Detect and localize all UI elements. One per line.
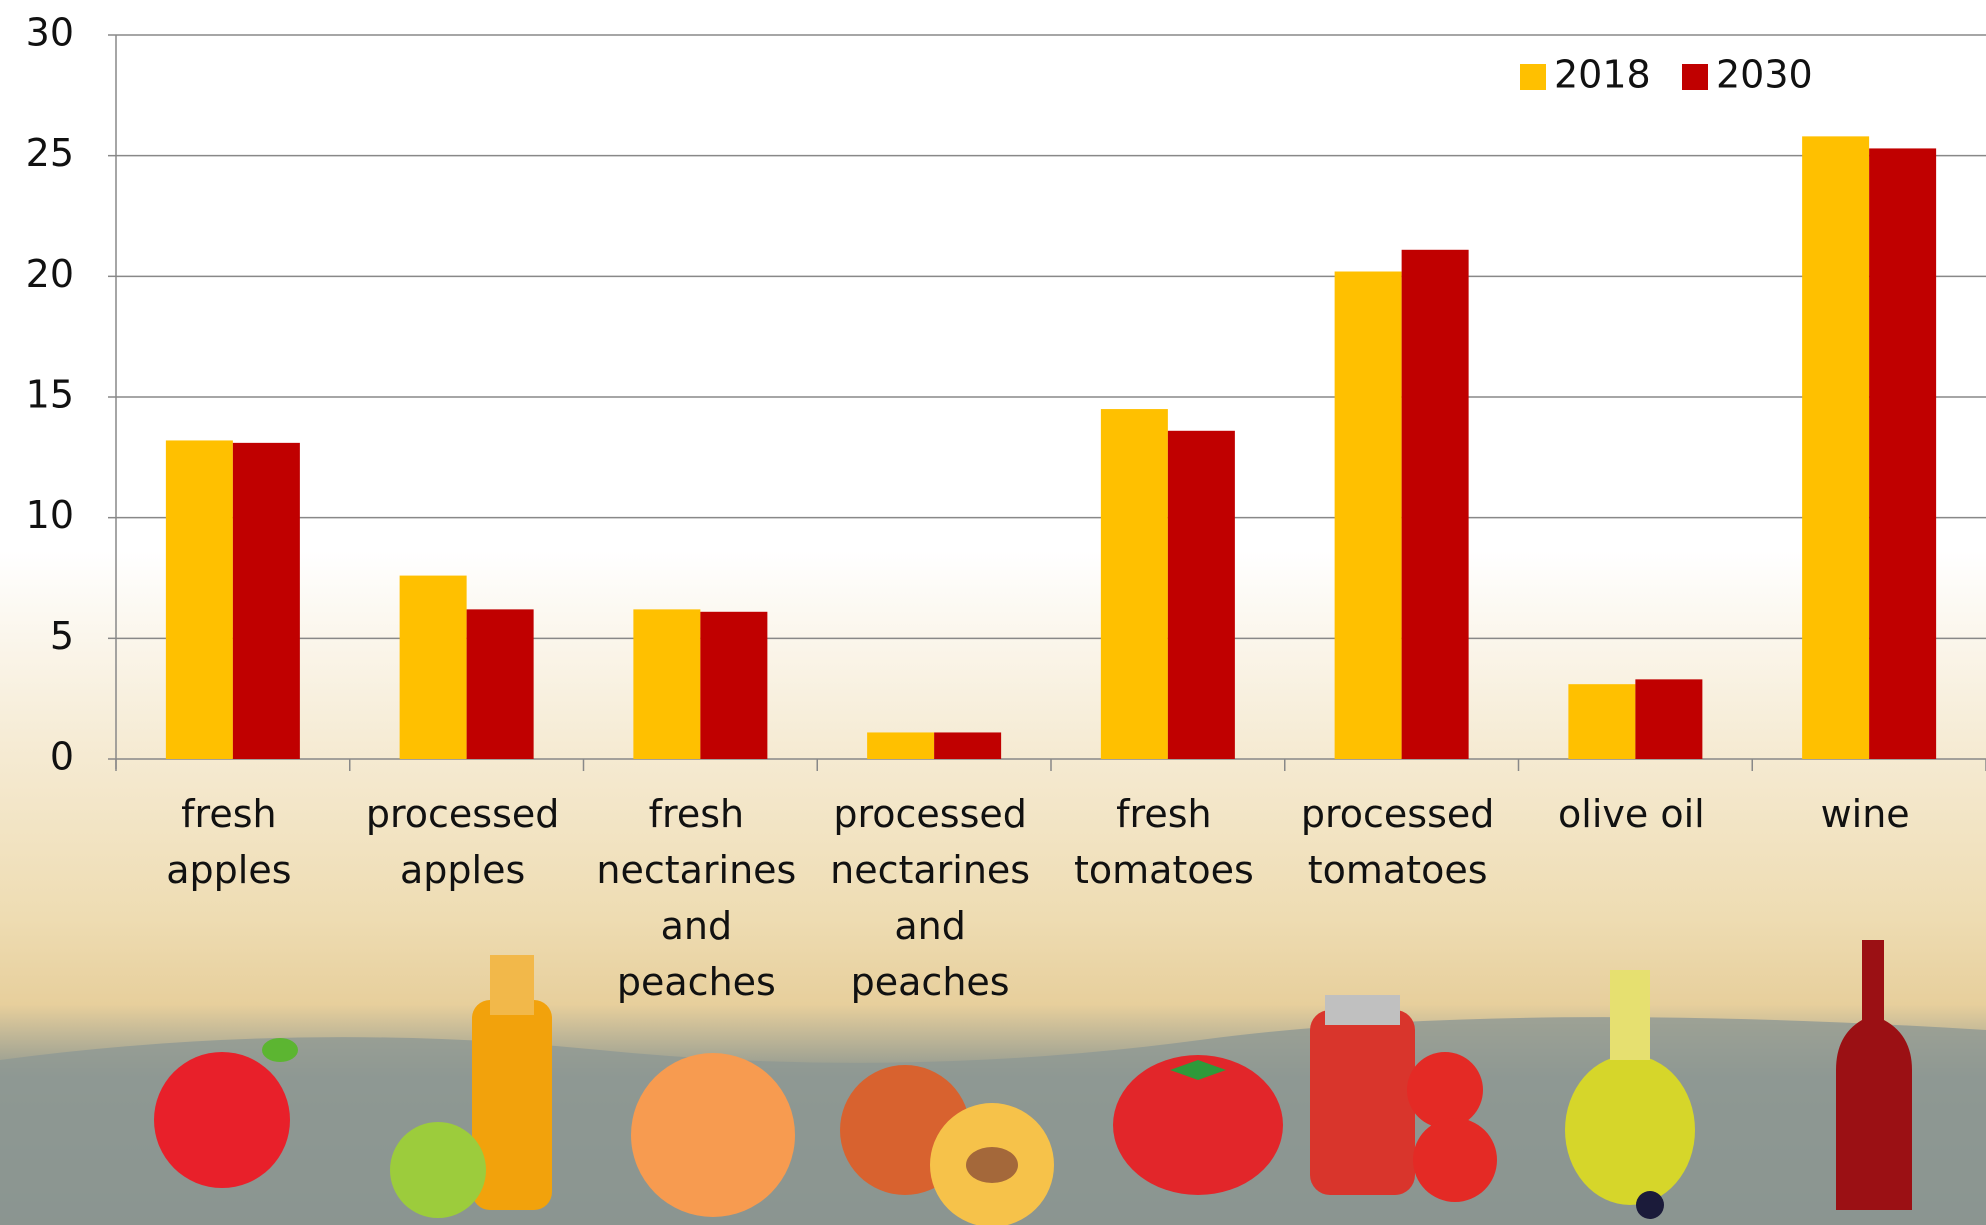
- x-tick-label: fresh apples: [116, 786, 342, 898]
- y-tick-label: 25: [26, 131, 74, 175]
- bar: [700, 612, 767, 759]
- x-tick-label: olive oil: [1519, 786, 1745, 842]
- chart: 0 5 10 15 20 25 30 2018 2030: [0, 0, 1986, 1225]
- x-tick-label: processed tomatoes: [1285, 786, 1511, 898]
- x-tick-label: processed nectarines and peaches: [817, 786, 1043, 1010]
- bar: [233, 443, 300, 759]
- y-tick-label: 0: [50, 735, 74, 779]
- bar: [1802, 136, 1869, 759]
- x-tick-label: processed apples: [350, 786, 576, 898]
- bar: [166, 440, 233, 759]
- bar: [1869, 148, 1936, 759]
- legend-label: 2018: [1554, 53, 1651, 97]
- bar: [1335, 272, 1402, 759]
- bar: [1568, 684, 1635, 759]
- x-tick-label: wine: [1752, 786, 1978, 842]
- y-tick-label: 15: [26, 373, 74, 417]
- page: 05101520253020182030 fresh applesprocess…: [0, 0, 1986, 1225]
- y-tick-label: 10: [26, 493, 74, 537]
- bar: [1402, 250, 1469, 759]
- bar: [467, 609, 534, 759]
- x-tick-label: fresh tomatoes: [1051, 786, 1277, 898]
- x-tick-label: fresh nectarines and peaches: [584, 786, 810, 1010]
- y-tick-label: 20: [26, 252, 74, 296]
- bar: [400, 576, 467, 759]
- bar: [934, 732, 1001, 759]
- bar: [867, 732, 934, 759]
- y-tick-label: 30: [26, 11, 74, 55]
- bar: [1635, 679, 1702, 759]
- bar: [1101, 409, 1168, 759]
- legend-swatch: [1682, 64, 1708, 90]
- bar: [633, 609, 700, 759]
- y-tick-label: 5: [50, 614, 74, 658]
- legend-swatch: [1520, 64, 1546, 90]
- bar: [1168, 431, 1235, 759]
- legend-label: 2030: [1716, 53, 1813, 97]
